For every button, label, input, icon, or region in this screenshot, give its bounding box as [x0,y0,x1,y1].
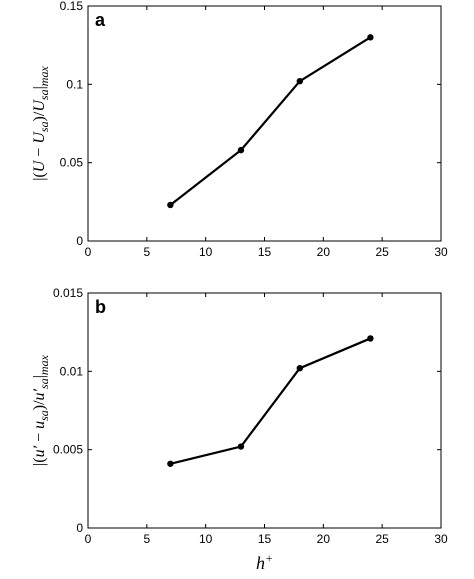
y-axis-label: |(u′ − usa)/u′sa|max [31,354,51,466]
y-tick-label: 0 [76,234,83,248]
y-tick-label: 0.005 [53,443,83,457]
y-axis-label-part: max [37,354,51,375]
series-line [170,337,371,465]
y-axis-label-part: U [31,131,48,144]
y-axis-label: |(U − Usa)/Usa|max [31,66,51,181]
y-axis-label-part: u [31,421,48,429]
x-tick-label: 10 [199,245,213,259]
plot-frame [87,292,442,529]
y-axis-label-part: − [31,144,48,161]
data-point [167,201,174,209]
data-point [237,146,245,154]
data-point [296,365,303,372]
x-tick-label: 0 [85,532,92,546]
series-line [169,36,371,206]
y-axis-label-part: |( [31,457,48,466]
panel-letter: b [95,297,106,317]
x-axis-label: h+ [256,551,273,573]
x-axis-label-sup: + [265,551,273,565]
y-axis-label-part: | [31,375,48,378]
y-axis-label-part: max [37,66,51,87]
y-axis-label-part: |( [31,172,48,181]
y-axis-label-part: U [31,99,48,112]
x-tick-label: 5 [143,532,150,546]
y-tick-label: 0.01 [60,364,84,378]
y-axis-label-part: sa [37,121,51,132]
y-axis-label-part: sa [37,89,51,100]
y-axis-label-part: )/ [31,111,48,121]
y-axis-label-part: | [31,86,48,89]
x-tick-label: 15 [258,532,272,546]
x-tick-label: 25 [375,245,389,259]
y-tick-label: 0 [76,521,83,535]
y-axis-label-part: u′ [31,445,48,457]
data-point [367,335,374,342]
y-axis-label-part: u′ [31,388,48,400]
x-tick-label: 20 [317,245,331,259]
x-tick-label: 25 [375,532,389,546]
y-axis-label-part: )/ [31,400,48,410]
y-axis-label-part: U [31,159,48,172]
x-tick-label: 10 [199,532,213,546]
x-tick-label: 5 [143,245,150,259]
x-tick-label: 0 [85,245,92,259]
y-tick-label: 0.15 [60,0,84,13]
data-point [296,78,303,85]
y-axis-label-part: sa [37,378,51,389]
panel-letter: a [95,10,106,30]
data-point [367,34,374,41]
x-axis-label-base: h [256,553,265,573]
y-tick-label: 0.05 [60,156,84,170]
x-tick-label: 30 [434,245,448,259]
y-tick-label: 0.015 [53,286,83,300]
data-point [237,443,245,450]
x-tick-label: 20 [317,532,331,546]
y-tick-label: 0.1 [66,77,83,91]
x-tick-label: 15 [258,245,272,259]
data-point [167,460,174,467]
y-axis-label-part: sa [37,410,51,421]
x-tick-label: 30 [434,532,448,546]
y-axis-label-part: − [31,429,48,446]
